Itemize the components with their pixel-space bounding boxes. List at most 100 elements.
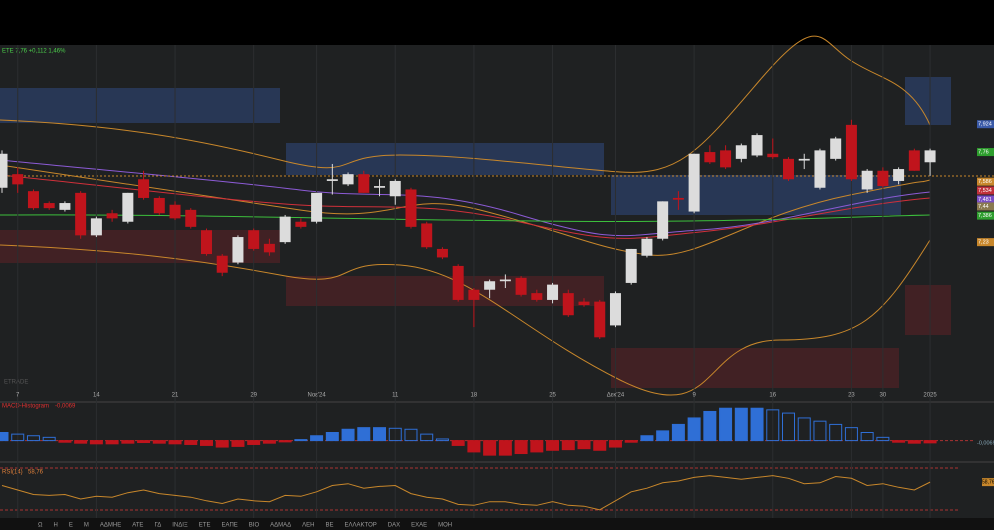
toolbar-button[interactable]: ΒΕ [326, 523, 334, 529]
candle-body [783, 158, 794, 180]
macd-bar [608, 440, 622, 448]
x-tick-label: 9 [692, 393, 696, 399]
macd-bar [168, 440, 182, 445]
toolbar-button[interactable]: Ε [69, 523, 73, 529]
macd-bar [577, 440, 591, 450]
toolbar-button[interactable]: DAX [388, 523, 400, 529]
macd-axis-label: -0,0069 [977, 440, 994, 446]
macd-bar [435, 438, 449, 442]
toolbar-button[interactable]: Η [54, 523, 58, 529]
macd-bar [907, 440, 921, 444]
macd-bar [26, 435, 40, 442]
candle-body [358, 174, 370, 193]
price-tag [977, 202, 994, 211]
candle-body [169, 204, 181, 219]
rsi-line [1, 475, 931, 511]
candle-body [421, 223, 433, 248]
macd-bar [420, 433, 434, 442]
macd-bar [671, 423, 685, 442]
candle-body [468, 289, 480, 300]
x-tick-label: 14 [93, 393, 100, 399]
candle-body [845, 124, 857, 180]
macd-bar [546, 440, 560, 451]
macd-bar [325, 432, 339, 442]
candle-body [389, 180, 401, 197]
macd-bar [231, 440, 245, 447]
candle-body [688, 153, 700, 212]
toolbar-button[interactable]: ΕΛΛΑΚΤΟΡ [345, 523, 377, 529]
macd-bar [388, 427, 402, 442]
watermark: ETRADE [4, 380, 28, 386]
macd-bar [782, 412, 795, 442]
macd-bar [451, 440, 465, 446]
candle-body [374, 186, 386, 188]
candle-body [43, 203, 55, 209]
candle-body [515, 277, 527, 295]
price-tag [977, 238, 994, 247]
candle-body [547, 284, 559, 300]
macd-bar [74, 440, 88, 444]
candle-body [830, 138, 842, 159]
candle-body [295, 221, 307, 227]
candle-body [751, 135, 763, 156]
toolbar-button[interactable]: ΙΝΔΙΞ [172, 523, 188, 529]
toolbar-button[interactable]: ΑΔΜΑΔ [270, 523, 291, 529]
candle-body [452, 265, 464, 300]
candle-body [641, 238, 653, 256]
macd-bar [278, 440, 292, 443]
price-tag [977, 177, 994, 186]
price-tag [977, 120, 994, 129]
toolbar-button[interactable]: ΓΔ [154, 523, 161, 529]
x-tick-label: 23 [848, 393, 855, 399]
candle-body [342, 174, 354, 185]
macd-bar [341, 428, 355, 442]
candle-body [861, 170, 873, 190]
price-tag-label: 7,586 [978, 179, 992, 185]
candle-body [405, 189, 417, 227]
candle-body [75, 192, 87, 236]
supply-zone [0, 88, 280, 123]
macd-bar [152, 440, 166, 444]
x-tick-label: 29 [250, 393, 257, 399]
candle-body [436, 248, 448, 258]
toolbar-button[interactable]: ΕΑΠΕ [221, 523, 237, 529]
macd-bar [105, 440, 119, 445]
toolbar-button[interactable]: ΛΕΗ [302, 523, 314, 529]
price-tag-label: 7,386 [978, 213, 992, 219]
price-tag [977, 195, 994, 204]
toolbar-button[interactable]: ΜΟΗ [438, 523, 452, 529]
x-tick-label: 21 [172, 393, 179, 399]
demand-zone [905, 285, 951, 335]
price-tag [977, 211, 994, 220]
toolbar-button[interactable]: Μ [84, 523, 89, 529]
candle-body [625, 248, 637, 283]
candle-body [232, 237, 244, 263]
price-tag-label: 7,76 [978, 150, 989, 156]
toolbar-button[interactable]: ΑΔΜΗΕ [100, 523, 121, 529]
x-tick-label: 11 [392, 393, 399, 399]
macd-bar [860, 432, 874, 442]
macd-bar [797, 417, 811, 442]
top-bar [0, 0, 994, 45]
toolbar-button[interactable]: ΑΤΕ [132, 523, 143, 529]
macd-bar [199, 440, 213, 446]
price-tag [977, 148, 994, 157]
toolbar-button[interactable]: ΕΤΕ [199, 523, 211, 529]
macd-bar [640, 435, 654, 442]
toolbar-button[interactable]: ΒΙΟ [249, 523, 260, 529]
macd-bar [247, 440, 261, 445]
symbol-header: ETE 7,76 +0,112 1,46% [2, 49, 66, 55]
bollinger-lower [0, 239, 931, 396]
toolbar-button[interactable]: Ω [38, 523, 43, 529]
candle-body [531, 293, 543, 300]
candle-body [594, 301, 606, 338]
candle-body [499, 279, 511, 282]
price-tag-label: 7,44 [978, 204, 989, 210]
macd-bar [750, 407, 764, 442]
candle-body [767, 153, 779, 158]
candle-body [153, 197, 165, 214]
candle-body [326, 179, 338, 181]
macd-bar [766, 409, 780, 442]
toolbar-button[interactable]: ΕΧΑΕ [411, 523, 427, 529]
